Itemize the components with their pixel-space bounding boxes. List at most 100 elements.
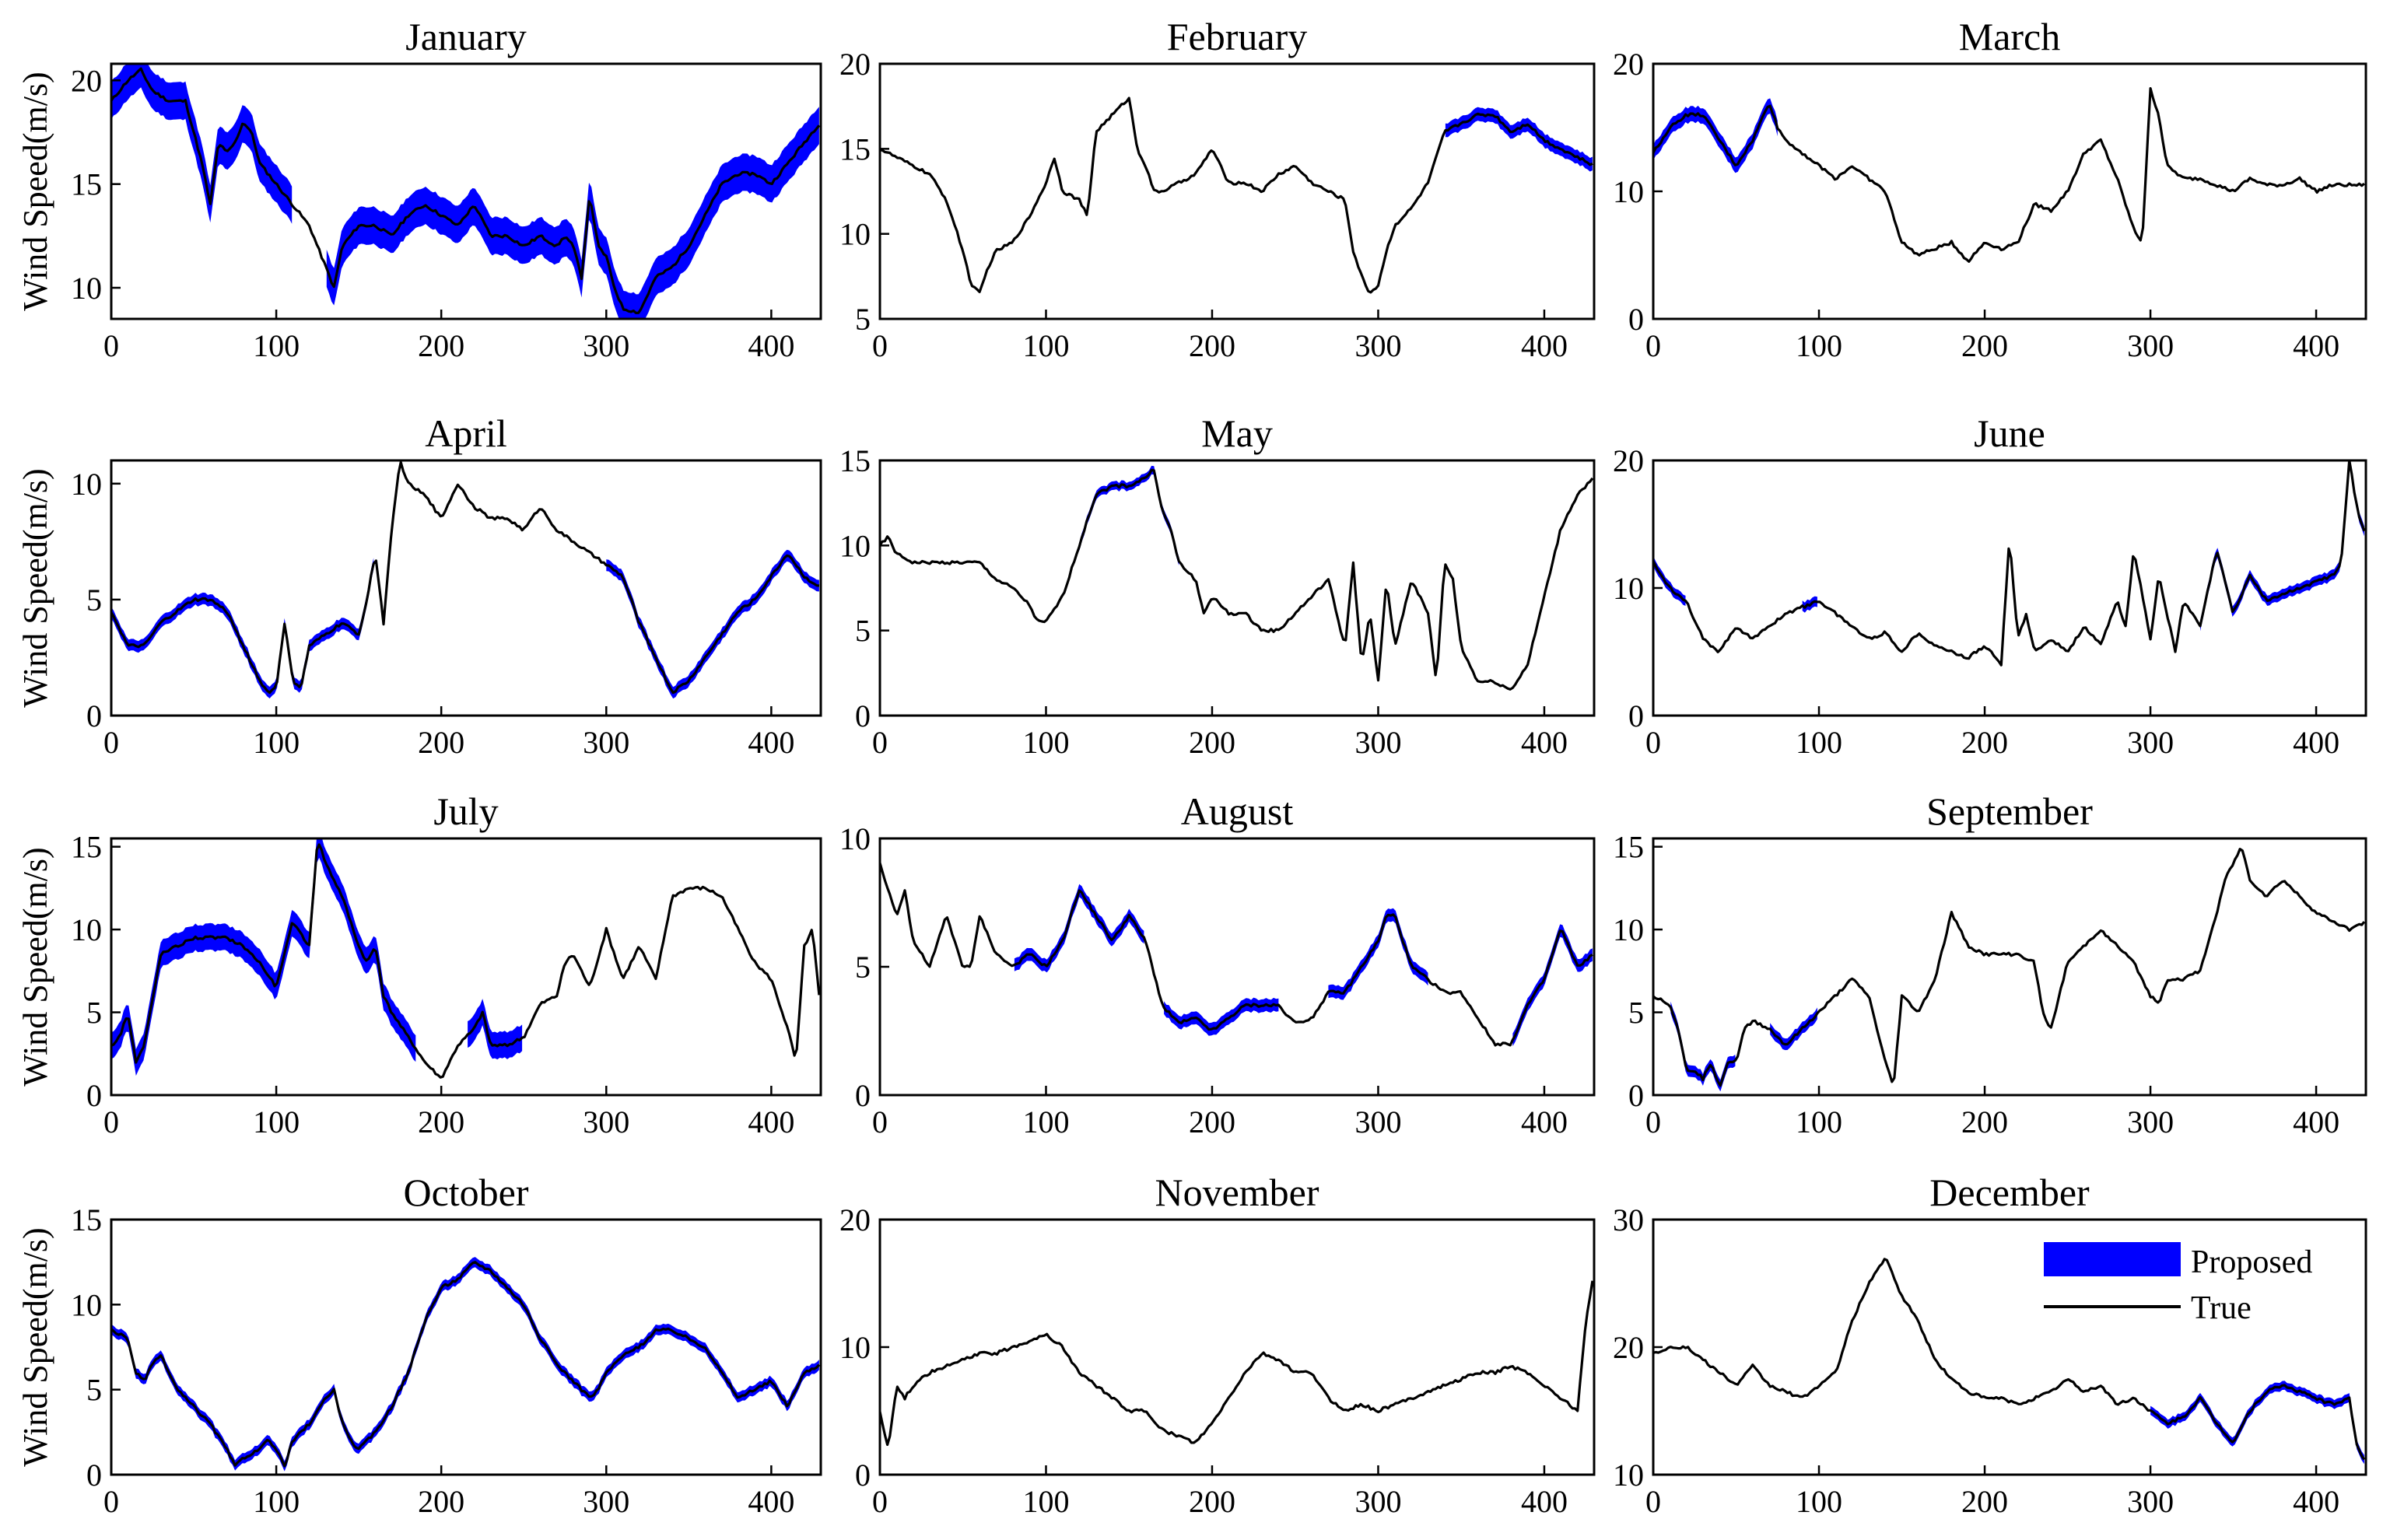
plot-area xyxy=(111,838,821,1079)
x-tick-label: 300 xyxy=(2127,725,2174,760)
proposed-band xyxy=(2200,460,2364,632)
legend-proposed-swatch xyxy=(2044,1242,2181,1276)
proposed-band xyxy=(111,1257,819,1472)
proposed-band xyxy=(1014,884,1144,973)
y-tick-label: 15 xyxy=(71,1202,102,1237)
y-tick-label: 10 xyxy=(839,821,871,856)
plot-area xyxy=(880,863,1593,1047)
x-tick-label: 200 xyxy=(1189,725,1235,760)
x-tick-label: 0 xyxy=(872,1104,888,1139)
x-tick-label: 100 xyxy=(1022,1484,1069,1519)
y-axis-label: Wind Speed(m/s) xyxy=(16,72,54,310)
x-tick-label: 100 xyxy=(1022,725,1069,760)
y-tick-label: 0 xyxy=(86,698,102,733)
x-tick-label: 100 xyxy=(1796,725,1842,760)
y-tick-label: 5 xyxy=(86,996,102,1031)
y-tick-label: 0 xyxy=(855,1458,871,1493)
x-tick-label: 400 xyxy=(748,725,794,760)
x-tick-label: 200 xyxy=(1961,1104,2008,1139)
panel-march: 0 100 200 300 400 0 10 20 March xyxy=(1613,15,2367,363)
true-line xyxy=(880,468,1594,691)
x-tick-label: 200 xyxy=(418,725,464,760)
chart-title: August xyxy=(1181,789,1294,833)
chart-title: January xyxy=(405,15,527,58)
proposed-band xyxy=(326,107,819,319)
true-line xyxy=(111,460,820,695)
y-axis-label: Wind Speed(m/s) xyxy=(16,468,54,707)
proposed-band xyxy=(468,999,523,1060)
y-tick-label: 10 xyxy=(839,217,871,252)
y-tick-label: 20 xyxy=(1613,1330,1644,1365)
true-line xyxy=(111,67,821,314)
y-tick-label: 10 xyxy=(71,912,102,947)
chart-title: June xyxy=(1974,411,2045,455)
x-tick-label: 200 xyxy=(418,328,464,363)
axes-frame xyxy=(110,837,822,1097)
y-tick-label: 20 xyxy=(1613,47,1644,82)
proposed-band xyxy=(1164,997,1279,1036)
y-axis-label: Wind Speed(m/s) xyxy=(16,847,54,1086)
panel-april: 0 100 200 300 400 0 5 10 April Wind Speed(m/s) xyxy=(16,411,822,760)
x-tick-label: 300 xyxy=(1354,725,1401,760)
x-tick-label: 400 xyxy=(2293,328,2339,363)
x-tick-label: 300 xyxy=(1354,1484,1401,1519)
x-tick-label: 0 xyxy=(103,1104,119,1139)
x-tick-label: 0 xyxy=(1645,328,1661,363)
y-tick-label: 0 xyxy=(1628,698,1644,733)
axes-frame xyxy=(878,459,1596,717)
x-tick-label: 100 xyxy=(253,328,300,363)
chart-title: September xyxy=(1926,789,2093,833)
chart-title: December xyxy=(1929,1171,2090,1214)
y-tick-label: 0 xyxy=(1628,302,1644,337)
x-tick-label: 100 xyxy=(253,725,300,760)
x-tick-label: 200 xyxy=(1189,1104,1235,1139)
x-tick-label: 300 xyxy=(1354,328,1401,363)
x-tick-label: 400 xyxy=(748,1104,794,1139)
x-tick-label: 100 xyxy=(1022,1104,1069,1139)
plot-area xyxy=(1653,87,2365,263)
proposed-band xyxy=(111,64,293,224)
plot-area xyxy=(880,96,1593,294)
true-line xyxy=(880,96,1593,294)
x-tick-label: 100 xyxy=(1022,328,1069,363)
axes-frame xyxy=(110,62,822,320)
true-line xyxy=(111,1261,821,1468)
y-tick-label: 5 xyxy=(855,302,871,337)
y-tick-label: 15 xyxy=(1613,830,1644,865)
x-tick-label: 0 xyxy=(1645,1484,1661,1519)
axes-frame xyxy=(1652,62,2367,320)
plot-area xyxy=(111,460,820,699)
x-tick-label: 400 xyxy=(1521,1484,1568,1519)
x-tick-label: 100 xyxy=(1796,328,1842,363)
proposed-band xyxy=(2150,1381,2364,1465)
x-tick-label: 100 xyxy=(1796,1104,1842,1139)
x-tick-label: 300 xyxy=(583,1104,629,1139)
y-tick-label: 10 xyxy=(1613,1458,1644,1493)
legend: Proposed True xyxy=(2044,1242,2312,1326)
y-tick-label: 10 xyxy=(71,467,102,502)
proposed-band xyxy=(1770,1007,1817,1051)
x-tick-label: 400 xyxy=(1521,725,1568,760)
chart-title: October xyxy=(403,1171,528,1214)
x-tick-label: 0 xyxy=(872,725,888,760)
y-tick-label: 10 xyxy=(839,1330,871,1365)
proposed-band xyxy=(111,838,416,1076)
chart-title: April xyxy=(425,411,507,455)
true-line xyxy=(111,843,821,1079)
y-tick-label: 5 xyxy=(1628,996,1644,1031)
chart-title: May xyxy=(1201,411,1273,455)
y-tick-label: 0 xyxy=(86,1078,102,1113)
axes-frame xyxy=(878,62,1596,320)
x-tick-label: 300 xyxy=(2127,1104,2174,1139)
plot-area xyxy=(880,1280,1594,1447)
x-tick-label: 100 xyxy=(1796,1484,1842,1519)
y-tick-label: 10 xyxy=(1613,912,1644,947)
y-tick-label: 5 xyxy=(86,583,102,618)
y-tick-label: 5 xyxy=(855,950,871,985)
x-tick-label: 0 xyxy=(872,328,888,363)
plot-area xyxy=(111,1257,821,1472)
plot-area xyxy=(1653,848,2366,1092)
x-tick-label: 400 xyxy=(748,1484,794,1519)
panel-september: 0 100 200 300 400 0 5 10 15 September xyxy=(1613,789,2367,1139)
proposed-band xyxy=(1512,924,1593,1047)
